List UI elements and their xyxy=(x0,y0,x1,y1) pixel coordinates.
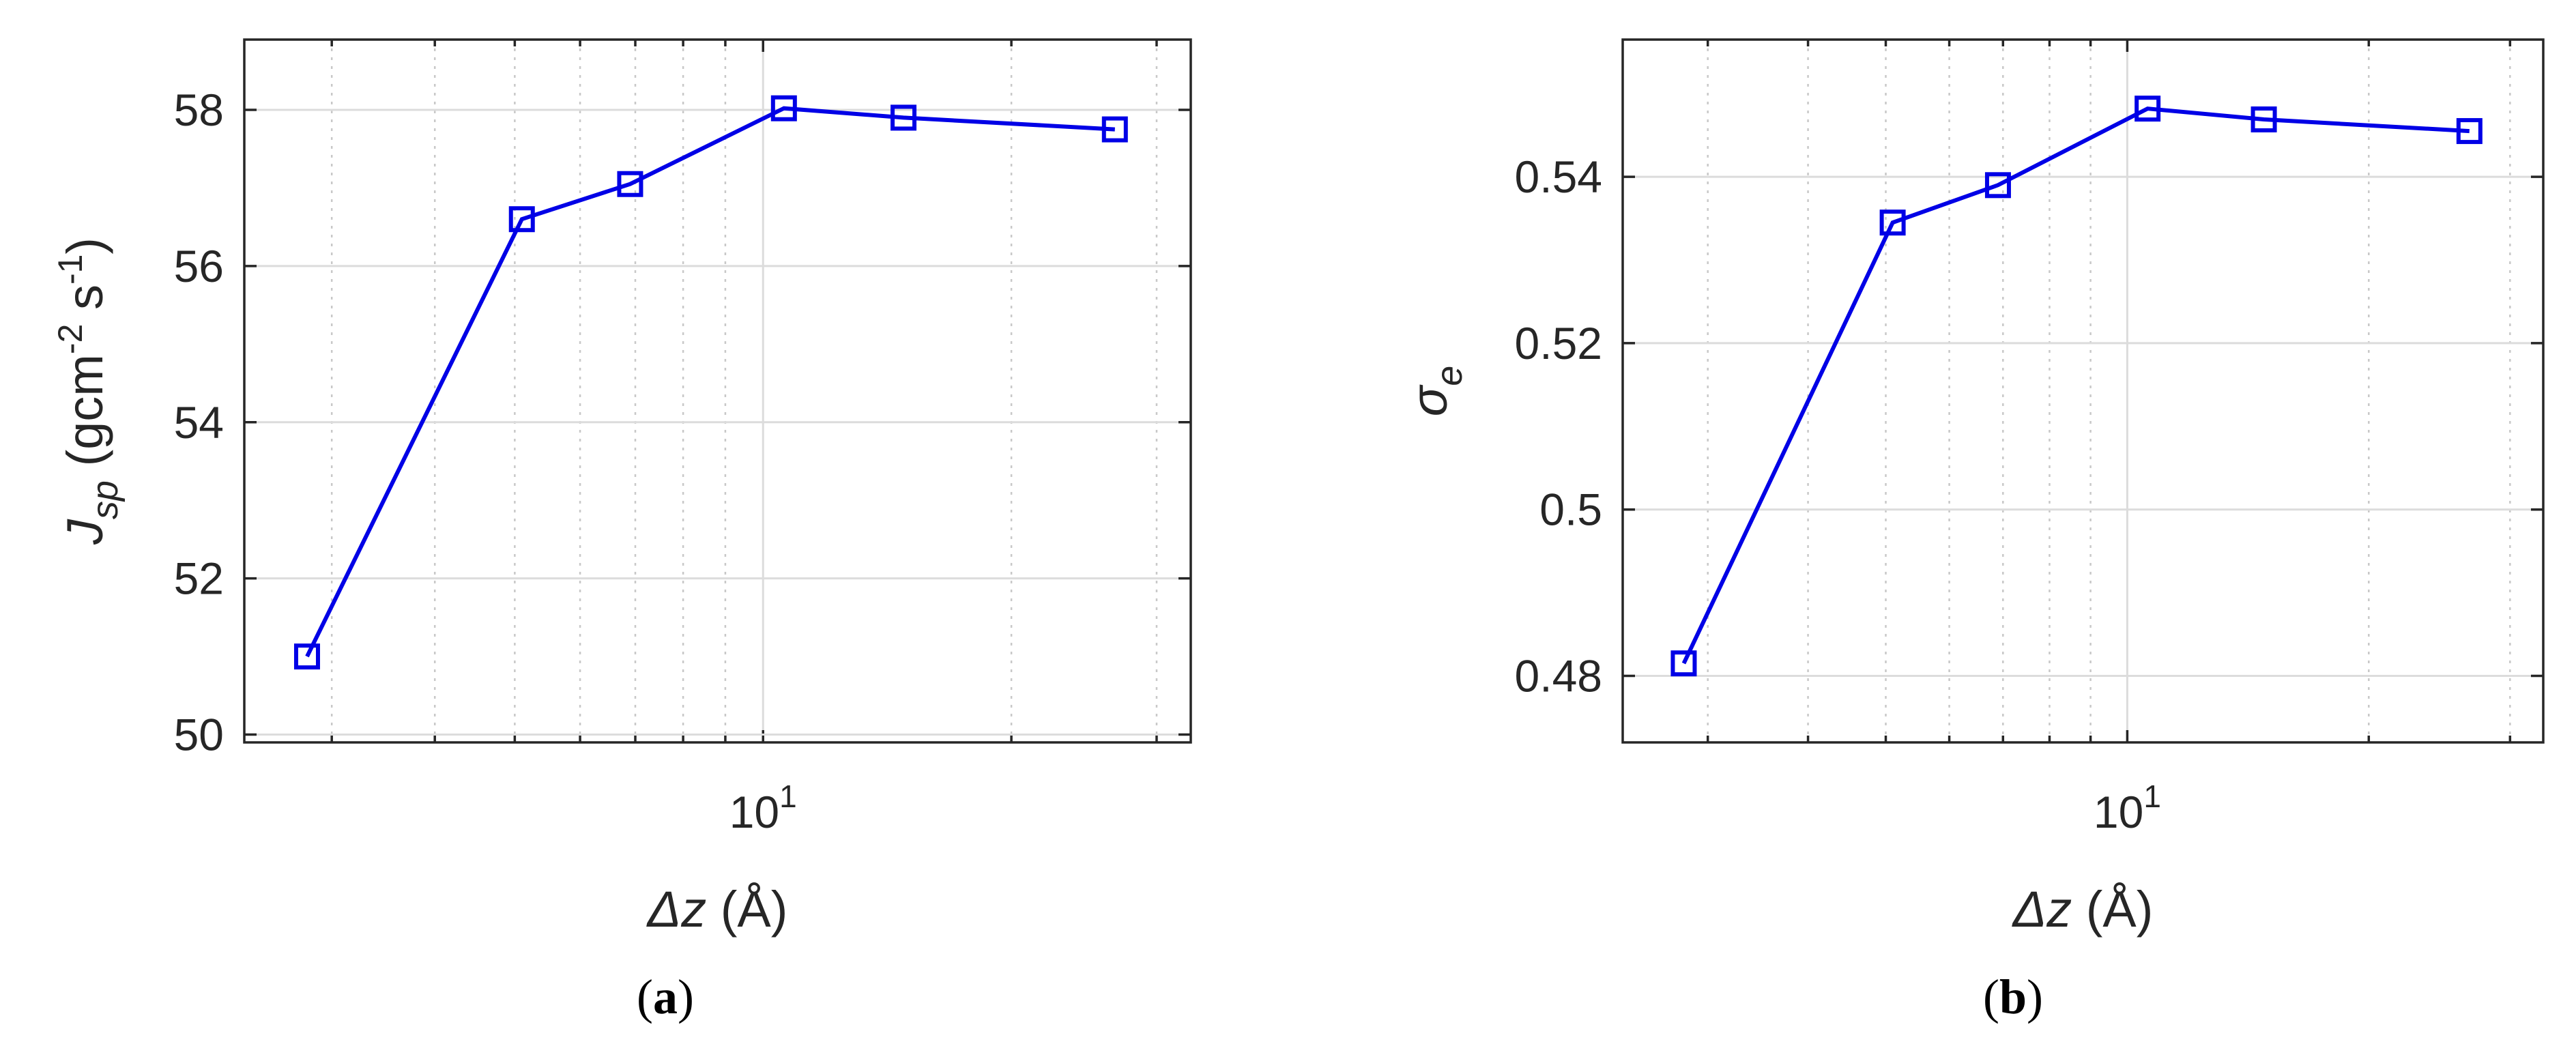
x-tick-label: 101 xyxy=(2094,779,2161,837)
y-axis-unit-exponent: -1 xyxy=(51,255,89,285)
x-tick-label: 101 xyxy=(729,779,797,837)
x-axis-unit: (Å) xyxy=(2072,881,2153,938)
data-point-marker xyxy=(1670,650,1697,677)
y-tick-label: 52 xyxy=(174,553,224,604)
x-tick-base: 10 xyxy=(2094,787,2143,837)
y-axis-subscript: sp xyxy=(85,480,126,519)
y-axis-subscript: e xyxy=(1429,366,1470,386)
x-axis-label: Δz (Å) xyxy=(646,881,788,938)
y-axis-label: σe xyxy=(1401,366,1470,417)
y-tick-label: 58 xyxy=(174,85,224,135)
data-point-marker xyxy=(1879,209,1906,236)
data-point-marker xyxy=(891,104,917,131)
y-axis-symbol: σ xyxy=(1401,384,1458,416)
series-line xyxy=(1681,106,2470,665)
x-axis-symbol: Δz xyxy=(646,881,707,938)
data-point-marker xyxy=(293,643,320,670)
data-point-marker xyxy=(1101,116,1128,143)
panel-letter: a xyxy=(653,970,678,1024)
data-point-marker xyxy=(1984,172,2011,199)
y-tick-label: 50 xyxy=(174,710,224,760)
x-axis-symbol: Δz xyxy=(2012,881,2072,938)
y-tick-label: 0.5 xyxy=(1539,484,1602,535)
x-axis-unit: (Å) xyxy=(706,881,787,938)
y-axis-unit-part: (gcm xyxy=(57,354,113,480)
y-axis-unit-part: ) xyxy=(57,237,113,255)
data-point-marker xyxy=(2134,96,2161,122)
y-axis-symbol: J xyxy=(57,519,113,545)
axes-box xyxy=(243,38,1192,744)
panel-label: (b) xyxy=(1983,970,2043,1024)
data-point-marker xyxy=(770,95,797,121)
data-point-marker xyxy=(617,171,643,197)
y-tick-label: 0.52 xyxy=(1515,318,1602,368)
data-point-marker xyxy=(508,206,535,233)
x-tick-exponent: 1 xyxy=(779,779,797,814)
data-point-marker xyxy=(2456,118,2483,145)
series-line xyxy=(305,106,1115,658)
y-tick-label: 56 xyxy=(174,241,224,291)
data-point-marker xyxy=(2251,106,2277,133)
y-axis-unit-exponent: -2 xyxy=(51,324,89,354)
y-tick-label: 0.48 xyxy=(1515,650,1602,701)
y-tick-label: 0.54 xyxy=(1515,151,1602,202)
panel-letter: b xyxy=(1999,970,2027,1024)
axes-box xyxy=(1621,38,2545,744)
y-axis-label: Jsp (gcm-2 s-1) xyxy=(51,237,126,545)
panel-label: (a) xyxy=(637,970,694,1024)
y-tick-label: 54 xyxy=(174,397,224,448)
y-axis-unit-part: s xyxy=(57,285,113,324)
x-tick-base: 10 xyxy=(729,787,779,837)
x-tick-exponent: 1 xyxy=(2143,779,2161,814)
chart-panel-a: 101 50 52 54 56 58 Δz (Å) Jsp (gcm-2 s-1) (a) xyxy=(51,38,1192,1024)
x-axis-label: Δz (Å) xyxy=(2012,881,2154,938)
chart-panel-b: 101 0.48 0.5 0.52 0.54 Δz (Å) σe (b) xyxy=(1401,38,2545,1024)
